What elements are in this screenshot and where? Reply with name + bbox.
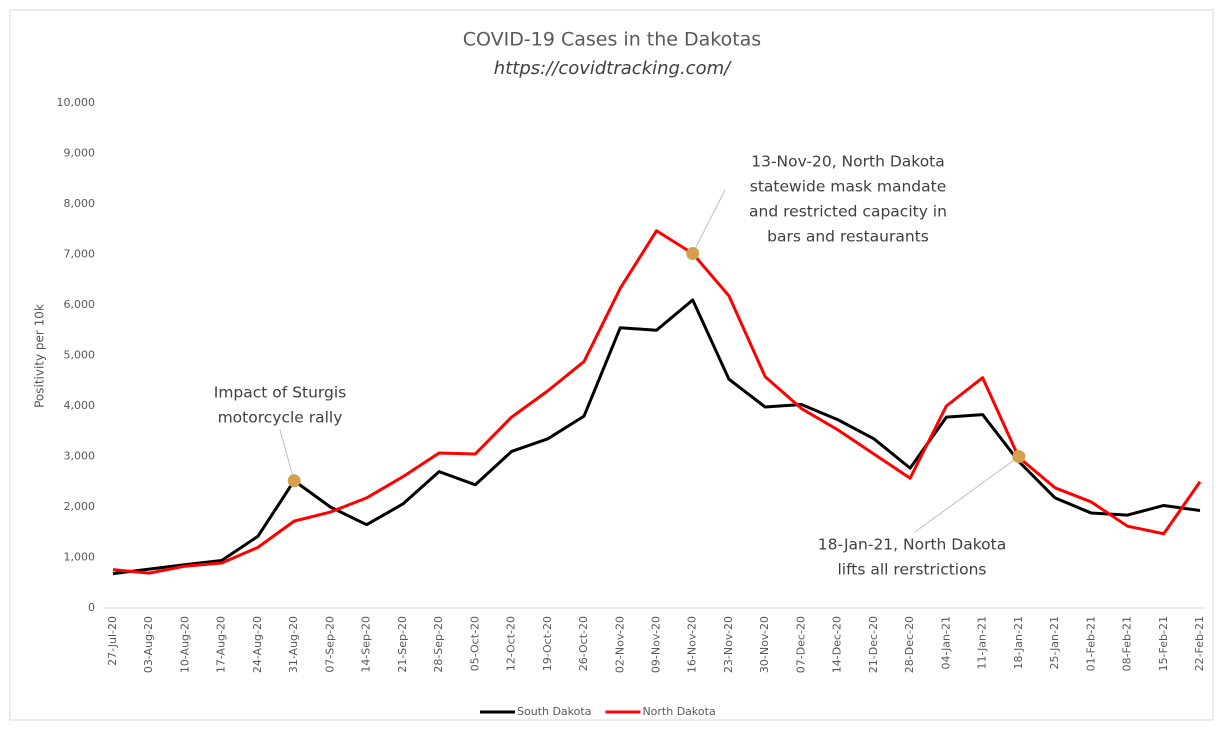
- x-tick-label: 16-Nov-20: [686, 616, 699, 673]
- y-tick-label: 1,000: [64, 551, 96, 564]
- annotation-text: 13-Nov-20, North Dakota: [751, 153, 945, 171]
- x-tick-label: 09-Nov-20: [650, 616, 663, 673]
- y-tick-label: 10,000: [57, 96, 96, 109]
- x-tick-label: 21-Sep-20: [396, 616, 409, 673]
- x-tick-label: 26-Oct-20: [577, 616, 590, 671]
- y-tick-label: 2,000: [64, 500, 96, 513]
- x-tick-label: 10-Aug-20: [178, 616, 191, 673]
- x-tick-label: 07-Sep-20: [323, 616, 336, 673]
- x-tick-label: 12-Oct-20: [505, 616, 518, 671]
- annotation-text: and restricted capacity in: [749, 203, 947, 221]
- chart-subtitle: https://covidtracking.com/: [494, 58, 732, 79]
- annotation-text: 18-Jan-21, North Dakota: [818, 536, 1006, 554]
- annotation-text: lifts all rerstrictions: [838, 561, 987, 579]
- x-tick-label: 03-Aug-20: [142, 616, 155, 673]
- x-tick-label: 15-Feb-21: [1157, 616, 1170, 671]
- x-tick-label: 25-Jan-21: [1048, 616, 1061, 670]
- x-tick-label: 23-Nov-20: [722, 616, 735, 673]
- x-tick-label: 31-Aug-20: [287, 616, 300, 673]
- x-tick-label: 04-Jan-21: [939, 616, 952, 670]
- chart-title: COVID-19 Cases in the Dakotas: [463, 29, 761, 51]
- x-tick-label: 18-Jan-21: [1012, 616, 1025, 670]
- y-tick-label: 0: [88, 601, 95, 614]
- x-tick-label: 27-Jul-20: [106, 616, 119, 666]
- x-tick-label: 19-Oct-20: [541, 616, 554, 671]
- x-tick-label: 14-Sep-20: [360, 616, 373, 673]
- annotation-text: bars and restaurants: [767, 228, 929, 246]
- y-tick-label: 5,000: [64, 349, 96, 362]
- annotation-text: motorcycle rally: [218, 409, 343, 427]
- x-tick-label: 24-Aug-20: [251, 616, 264, 673]
- annotation-leader: [279, 429, 295, 481]
- y-axis-label: Positivity per 10k: [33, 304, 47, 408]
- x-tick-label: 28-Sep-20: [432, 616, 445, 673]
- x-tick-label: 21-Dec-20: [867, 616, 880, 673]
- annotation-marker: [686, 246, 700, 260]
- chart-frame: [9, 9, 1214, 721]
- x-tick-label: 11-Jan-21: [976, 616, 989, 670]
- x-tick-label: 30-Nov-20: [758, 616, 771, 673]
- y-tick-label: 9,000: [64, 147, 96, 160]
- x-tick-label: 22-Feb-21: [1193, 616, 1206, 671]
- x-tick-label: 14-Dec-20: [831, 616, 844, 673]
- y-tick-label: 7,000: [64, 248, 96, 261]
- legend-label: South Dakota: [517, 705, 591, 718]
- annotation-leader: [692, 189, 726, 254]
- y-tick-label: 3,000: [64, 450, 96, 463]
- x-tick-label: 28-Dec-20: [903, 616, 916, 673]
- x-tick-label: 17-Aug-20: [215, 616, 228, 673]
- annotation-text: statewide mask mandate: [750, 178, 947, 196]
- y-tick-label: 6,000: [64, 298, 96, 311]
- annotation-marker: [287, 474, 301, 488]
- annotation-marker: [1012, 450, 1026, 463]
- x-tick-label: 05-Oct-20: [468, 616, 481, 671]
- x-tick-label: 02-Nov-20: [613, 616, 626, 673]
- annotation-text: Impact of Sturgis: [214, 384, 346, 402]
- y-tick-label: 8,000: [64, 197, 96, 210]
- x-tick-label: 07-Dec-20: [794, 616, 807, 673]
- x-tick-label: 01-Feb-21: [1084, 616, 1097, 671]
- y-tick-label: 4,000: [64, 399, 96, 412]
- legend-label: North Dakota: [642, 705, 715, 718]
- annotation-leader: [914, 456, 1020, 533]
- x-tick-label: 08-Feb-21: [1121, 616, 1134, 671]
